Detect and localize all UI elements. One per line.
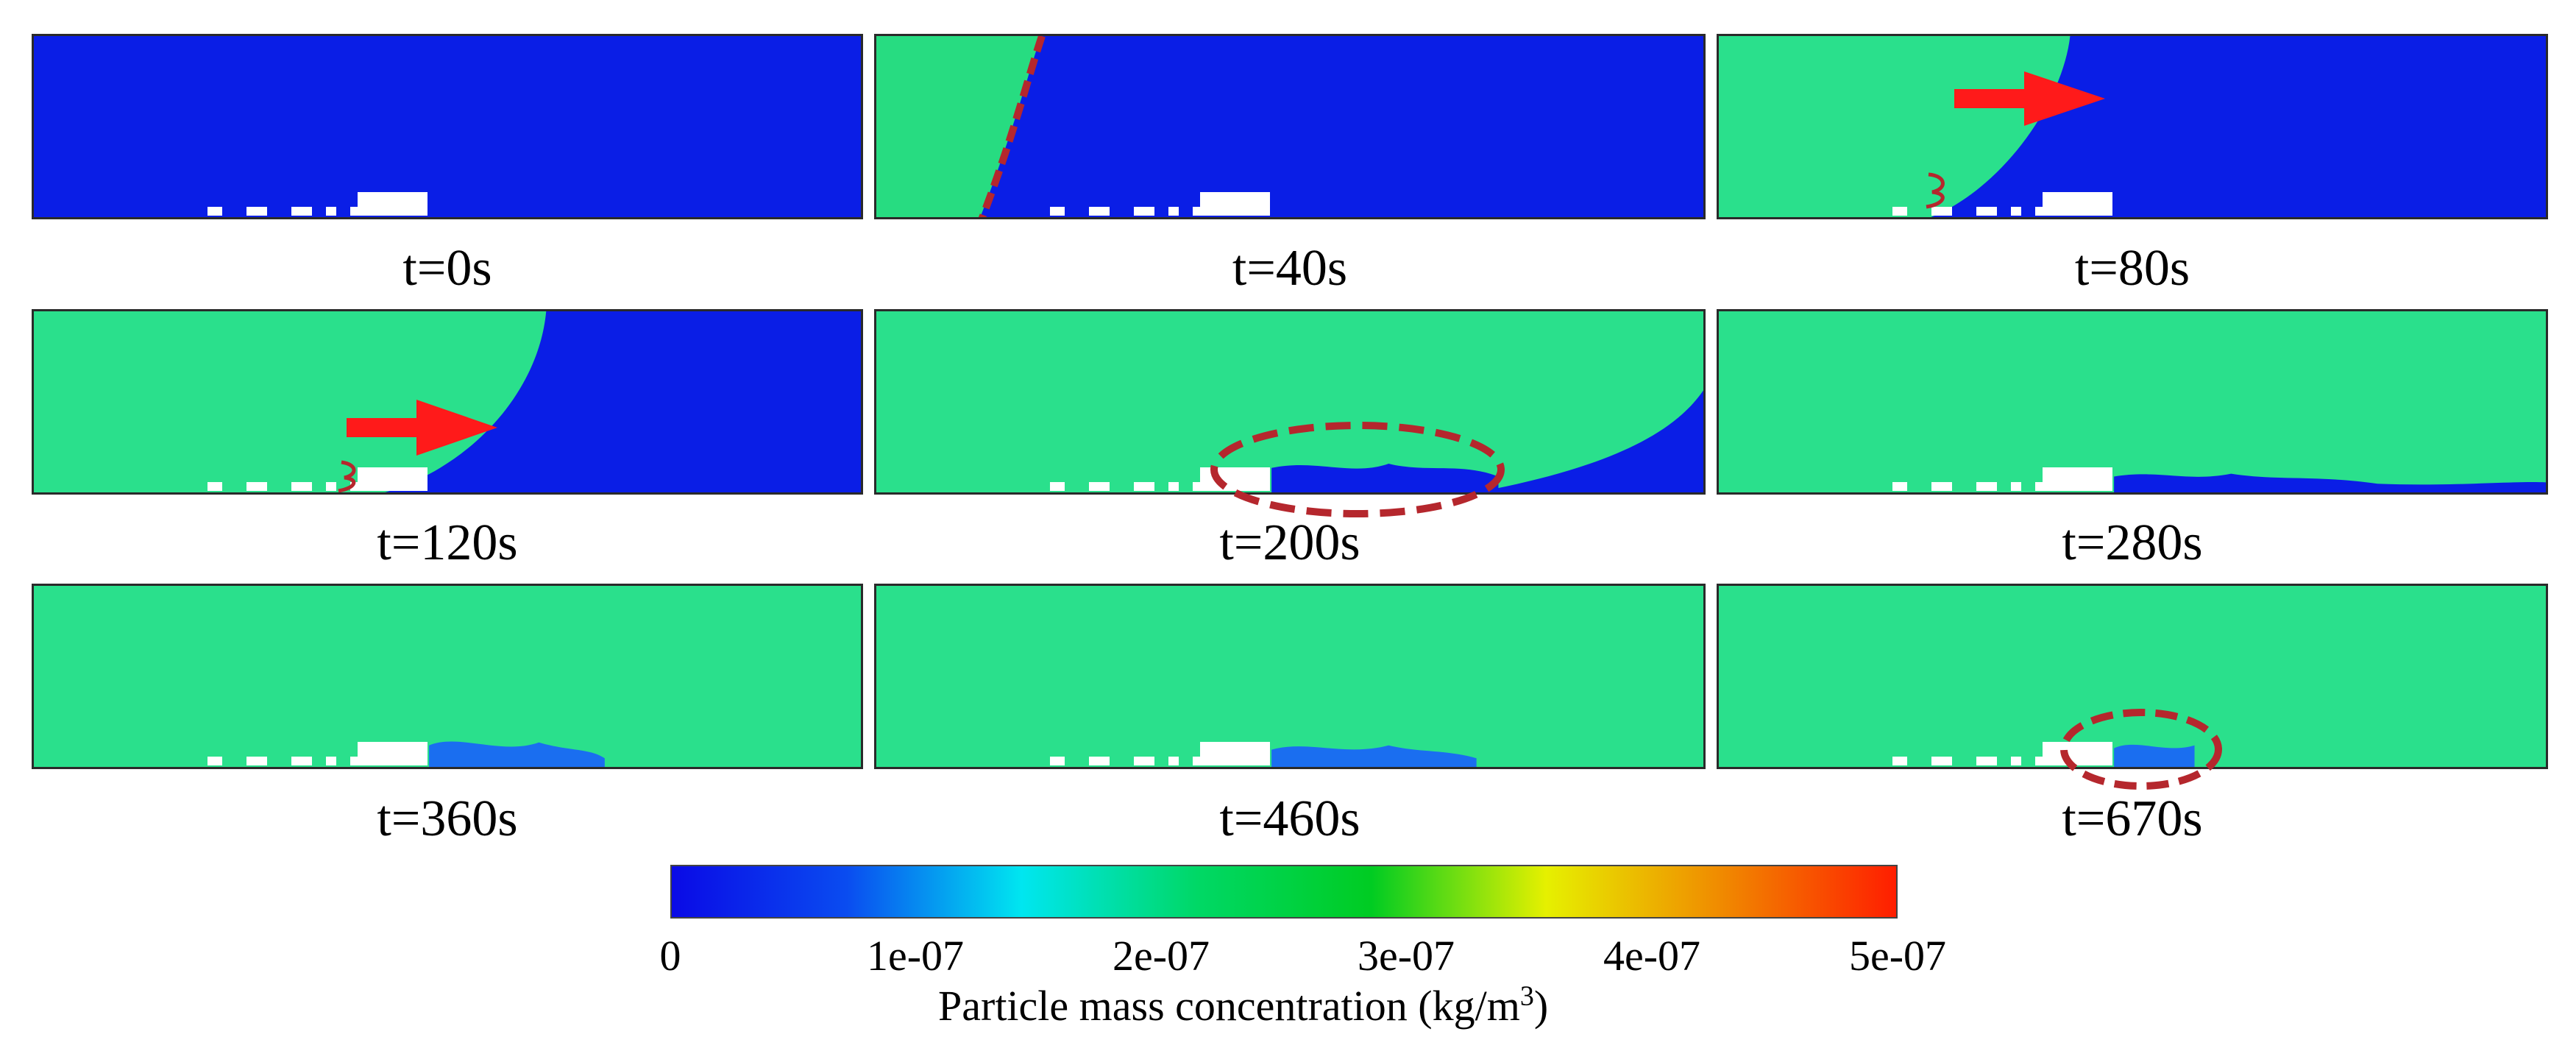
panel-t40 (874, 34, 1706, 219)
obstacle (326, 757, 336, 765)
time-label: t=40s (1232, 240, 1348, 297)
obstacle (207, 207, 222, 216)
obstacle (1931, 207, 1952, 216)
front-dashed-line (978, 36, 1046, 217)
panel-t280 (1717, 309, 2548, 495)
building-block (2043, 192, 2112, 216)
time-label: t=200s (1219, 514, 1360, 571)
obstacle (326, 207, 336, 216)
obstacle (1050, 207, 1065, 216)
building-block (358, 742, 427, 765)
obstacle (1089, 757, 1110, 765)
obstacle (246, 207, 267, 216)
concentration-field (1719, 311, 2546, 492)
colorbar-tick: 4e-07 (1603, 932, 1701, 980)
colorbar-tick: 0 (659, 932, 681, 980)
obstacle (246, 482, 267, 491)
obstacle (1089, 482, 1110, 491)
time-label: t=460s (1219, 790, 1360, 847)
colorbar-tick: 5e-07 (1848, 932, 1947, 980)
obstacle (291, 757, 312, 765)
obstacle (291, 482, 312, 491)
building-block (358, 192, 427, 216)
building-block (2043, 742, 2112, 765)
time-label: t=670s (2062, 790, 2203, 847)
obstacle (207, 757, 222, 765)
panel-t670 (1717, 584, 2548, 769)
colorbar-label-end: ) (1533, 982, 1549, 1030)
panel-t0 (32, 34, 863, 219)
obstacle (1931, 757, 1952, 765)
colorbar-tick: 2e-07 (1112, 932, 1210, 980)
building-block (1200, 192, 1270, 216)
obstacle (291, 207, 312, 216)
time-label: t=360s (377, 790, 518, 847)
obstacle (1168, 757, 1179, 765)
obstacle (1892, 757, 1907, 765)
building-block (2043, 467, 2112, 491)
obstacle (1050, 757, 1065, 765)
obstacle (1976, 757, 1997, 765)
flow-arrow (338, 400, 497, 492)
concentration-field (34, 586, 861, 767)
obstacle (1976, 207, 1997, 216)
concentration-field (876, 311, 1703, 492)
concentration-field (876, 586, 1703, 767)
obstacle (2011, 757, 2021, 765)
flow-arrow (1926, 71, 2105, 209)
obstacle (207, 482, 222, 491)
colorbar-tick: 1e-07 (866, 932, 965, 980)
time-label: t=120s (377, 514, 518, 571)
panel-t80 (1717, 34, 2548, 219)
obstacle (1134, 482, 1154, 491)
obstacle (1050, 482, 1065, 491)
colorbar-label: Particle mass concentration (kg/m3) (938, 981, 1548, 1030)
obstacle (1976, 482, 1997, 491)
obstacle (326, 482, 336, 491)
concentration-field (1719, 586, 2546, 767)
obstacle (1168, 482, 1179, 491)
building-block (1200, 742, 1270, 765)
panel-t120 (32, 309, 863, 495)
obstacle (1168, 207, 1179, 216)
colorbar-label-text: Particle mass concentration (kg/m (938, 982, 1520, 1030)
building-block (1200, 467, 1270, 491)
concentration-field (34, 36, 861, 217)
panel-t360 (32, 584, 863, 769)
obstacle (2011, 482, 2021, 491)
colorbar-label-superscript: 3 (1519, 980, 1534, 1012)
building-block (358, 467, 427, 491)
obstacle (1134, 207, 1154, 216)
time-label: t=80s (2074, 240, 2190, 297)
time-label: t=280s (2062, 514, 2203, 571)
obstacle (1892, 207, 1907, 216)
obstacle (1134, 757, 1154, 765)
obstacle (2011, 207, 2021, 216)
panel-t200 (874, 309, 1706, 495)
concentration-field (1719, 36, 2546, 217)
obstacle (1089, 207, 1110, 216)
colorbar (670, 865, 1898, 919)
time-label: t=0s (402, 240, 492, 297)
obstacle (1892, 482, 1907, 491)
obstacle (246, 757, 267, 765)
panel-t460 (874, 584, 1706, 769)
colorbar-tick: 3e-07 (1357, 932, 1455, 980)
obstacle (1931, 482, 1952, 491)
